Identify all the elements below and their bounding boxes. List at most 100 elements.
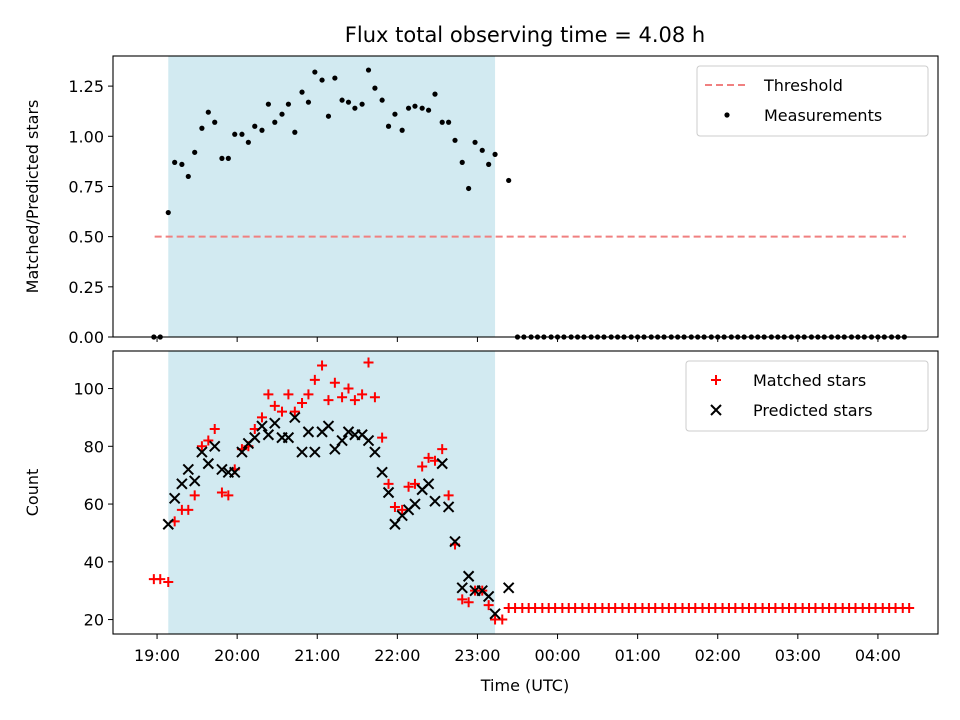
y-axis-label: Matched/Predicted stars bbox=[23, 100, 42, 294]
data-point bbox=[272, 119, 278, 125]
predicted-marker bbox=[336, 434, 348, 447]
data-point bbox=[172, 159, 178, 165]
matched-marker bbox=[377, 432, 388, 443]
legend-measurement-swatch bbox=[724, 112, 730, 118]
matched-marker bbox=[357, 389, 368, 400]
axes-frame bbox=[112, 55, 939, 338]
data-point bbox=[312, 69, 318, 75]
matched-marker bbox=[389, 501, 400, 512]
axes-frame bbox=[112, 350, 939, 635]
matched-marker bbox=[183, 504, 194, 515]
data-point bbox=[432, 91, 438, 97]
data-point bbox=[325, 113, 332, 119]
predicted-marker bbox=[449, 535, 461, 548]
data-point bbox=[459, 159, 465, 165]
matched-marker bbox=[349, 395, 360, 406]
data-point bbox=[205, 109, 211, 115]
data-point bbox=[185, 173, 191, 180]
matched-marker bbox=[223, 490, 234, 501]
predicted-marker bbox=[256, 420, 268, 432]
predicted-marker bbox=[182, 463, 194, 476]
x-tick-label: 20:00 bbox=[214, 646, 260, 665]
matched-marker bbox=[463, 597, 474, 608]
matched-marker bbox=[329, 377, 340, 388]
predicted-marker bbox=[296, 446, 308, 458]
data-point bbox=[466, 185, 472, 192]
panel-bottom: 20 40 60 80 100 19:00 20:00 21:00 22:00 23:00 00:0… bbox=[23, 350, 939, 665]
matched-marker bbox=[369, 392, 380, 403]
predicted-marker bbox=[382, 486, 395, 499]
panel-top: 0.00 0.25 0.50 0.75 1.00 1.25 Matched/Predicte… bbox=[23, 55, 939, 347]
legend: Matched stars Predicted stars bbox=[685, 360, 929, 432]
predicted-marker bbox=[202, 457, 215, 470]
legend-box bbox=[685, 360, 929, 432]
predicted-marker bbox=[249, 431, 261, 444]
data-point bbox=[359, 101, 365, 107]
predicted-marker bbox=[176, 478, 188, 490]
matched-marker bbox=[263, 389, 274, 400]
x-tick-label: 00:00 bbox=[534, 646, 580, 665]
x-tick-label: 01:00 bbox=[615, 646, 661, 665]
data-point bbox=[365, 67, 372, 73]
matched-marker bbox=[297, 397, 308, 408]
data-point bbox=[305, 99, 312, 105]
matched-marker bbox=[423, 452, 434, 463]
predicted-marker bbox=[502, 582, 515, 594]
predicted-marker bbox=[462, 570, 475, 582]
data-point bbox=[279, 111, 285, 117]
data-point bbox=[439, 119, 445, 125]
data-point bbox=[379, 97, 385, 103]
predicted-marker bbox=[436, 457, 448, 470]
y-tick-label: 1.00 bbox=[68, 127, 104, 146]
y-tick-label: 0.00 bbox=[68, 328, 104, 347]
matched-marker bbox=[409, 478, 420, 489]
data-point bbox=[252, 123, 258, 129]
data-point bbox=[319, 77, 325, 83]
predicted-marker bbox=[342, 426, 355, 438]
matched-marker bbox=[155, 574, 166, 585]
data-point bbox=[446, 119, 452, 125]
data-point bbox=[179, 161, 185, 167]
data-point bbox=[192, 149, 198, 155]
data-point bbox=[425, 107, 432, 113]
y-tick-label: 0.75 bbox=[68, 177, 104, 196]
matched-marker bbox=[483, 600, 494, 611]
predicted-marker bbox=[369, 446, 381, 458]
matched-marker bbox=[343, 383, 354, 394]
matched-marker bbox=[323, 395, 334, 406]
matched-marker bbox=[163, 577, 174, 588]
legend-predicted-swatch bbox=[710, 404, 722, 416]
x-tick-label: 19:00 bbox=[134, 646, 180, 665]
x-tick-label: 03:00 bbox=[775, 646, 821, 665]
matched-marker bbox=[289, 406, 300, 417]
data-point bbox=[212, 119, 218, 125]
matched-marker bbox=[283, 389, 294, 400]
data-point bbox=[486, 161, 492, 167]
predicted-marker bbox=[209, 440, 221, 453]
predicted-marker bbox=[489, 608, 501, 620]
predicted-marker bbox=[362, 434, 375, 447]
legend-box bbox=[696, 65, 929, 137]
data-point bbox=[452, 137, 458, 143]
data-point bbox=[219, 155, 225, 161]
data-point bbox=[399, 127, 405, 133]
predicted-marker bbox=[236, 446, 248, 458]
predicted-marker bbox=[196, 446, 208, 458]
data-point bbox=[299, 89, 305, 95]
data-point bbox=[412, 103, 418, 109]
x-tick-label: 22:00 bbox=[374, 646, 420, 665]
y-tick-label: 1.25 bbox=[68, 77, 104, 96]
matched-marker bbox=[437, 444, 448, 455]
y-tick-label: 20 bbox=[84, 611, 104, 630]
data-point bbox=[385, 123, 392, 129]
data-point bbox=[225, 155, 231, 161]
matched-marker bbox=[443, 490, 454, 501]
x-tick-label: 21:00 bbox=[294, 646, 340, 665]
data-point bbox=[345, 99, 352, 105]
matched-marker bbox=[209, 423, 220, 434]
y-tick-label: 80 bbox=[84, 437, 104, 456]
x-axis-label: Time (UTC) bbox=[480, 676, 569, 695]
observing-window bbox=[168, 56, 496, 337]
predicted-marker bbox=[409, 498, 421, 510]
